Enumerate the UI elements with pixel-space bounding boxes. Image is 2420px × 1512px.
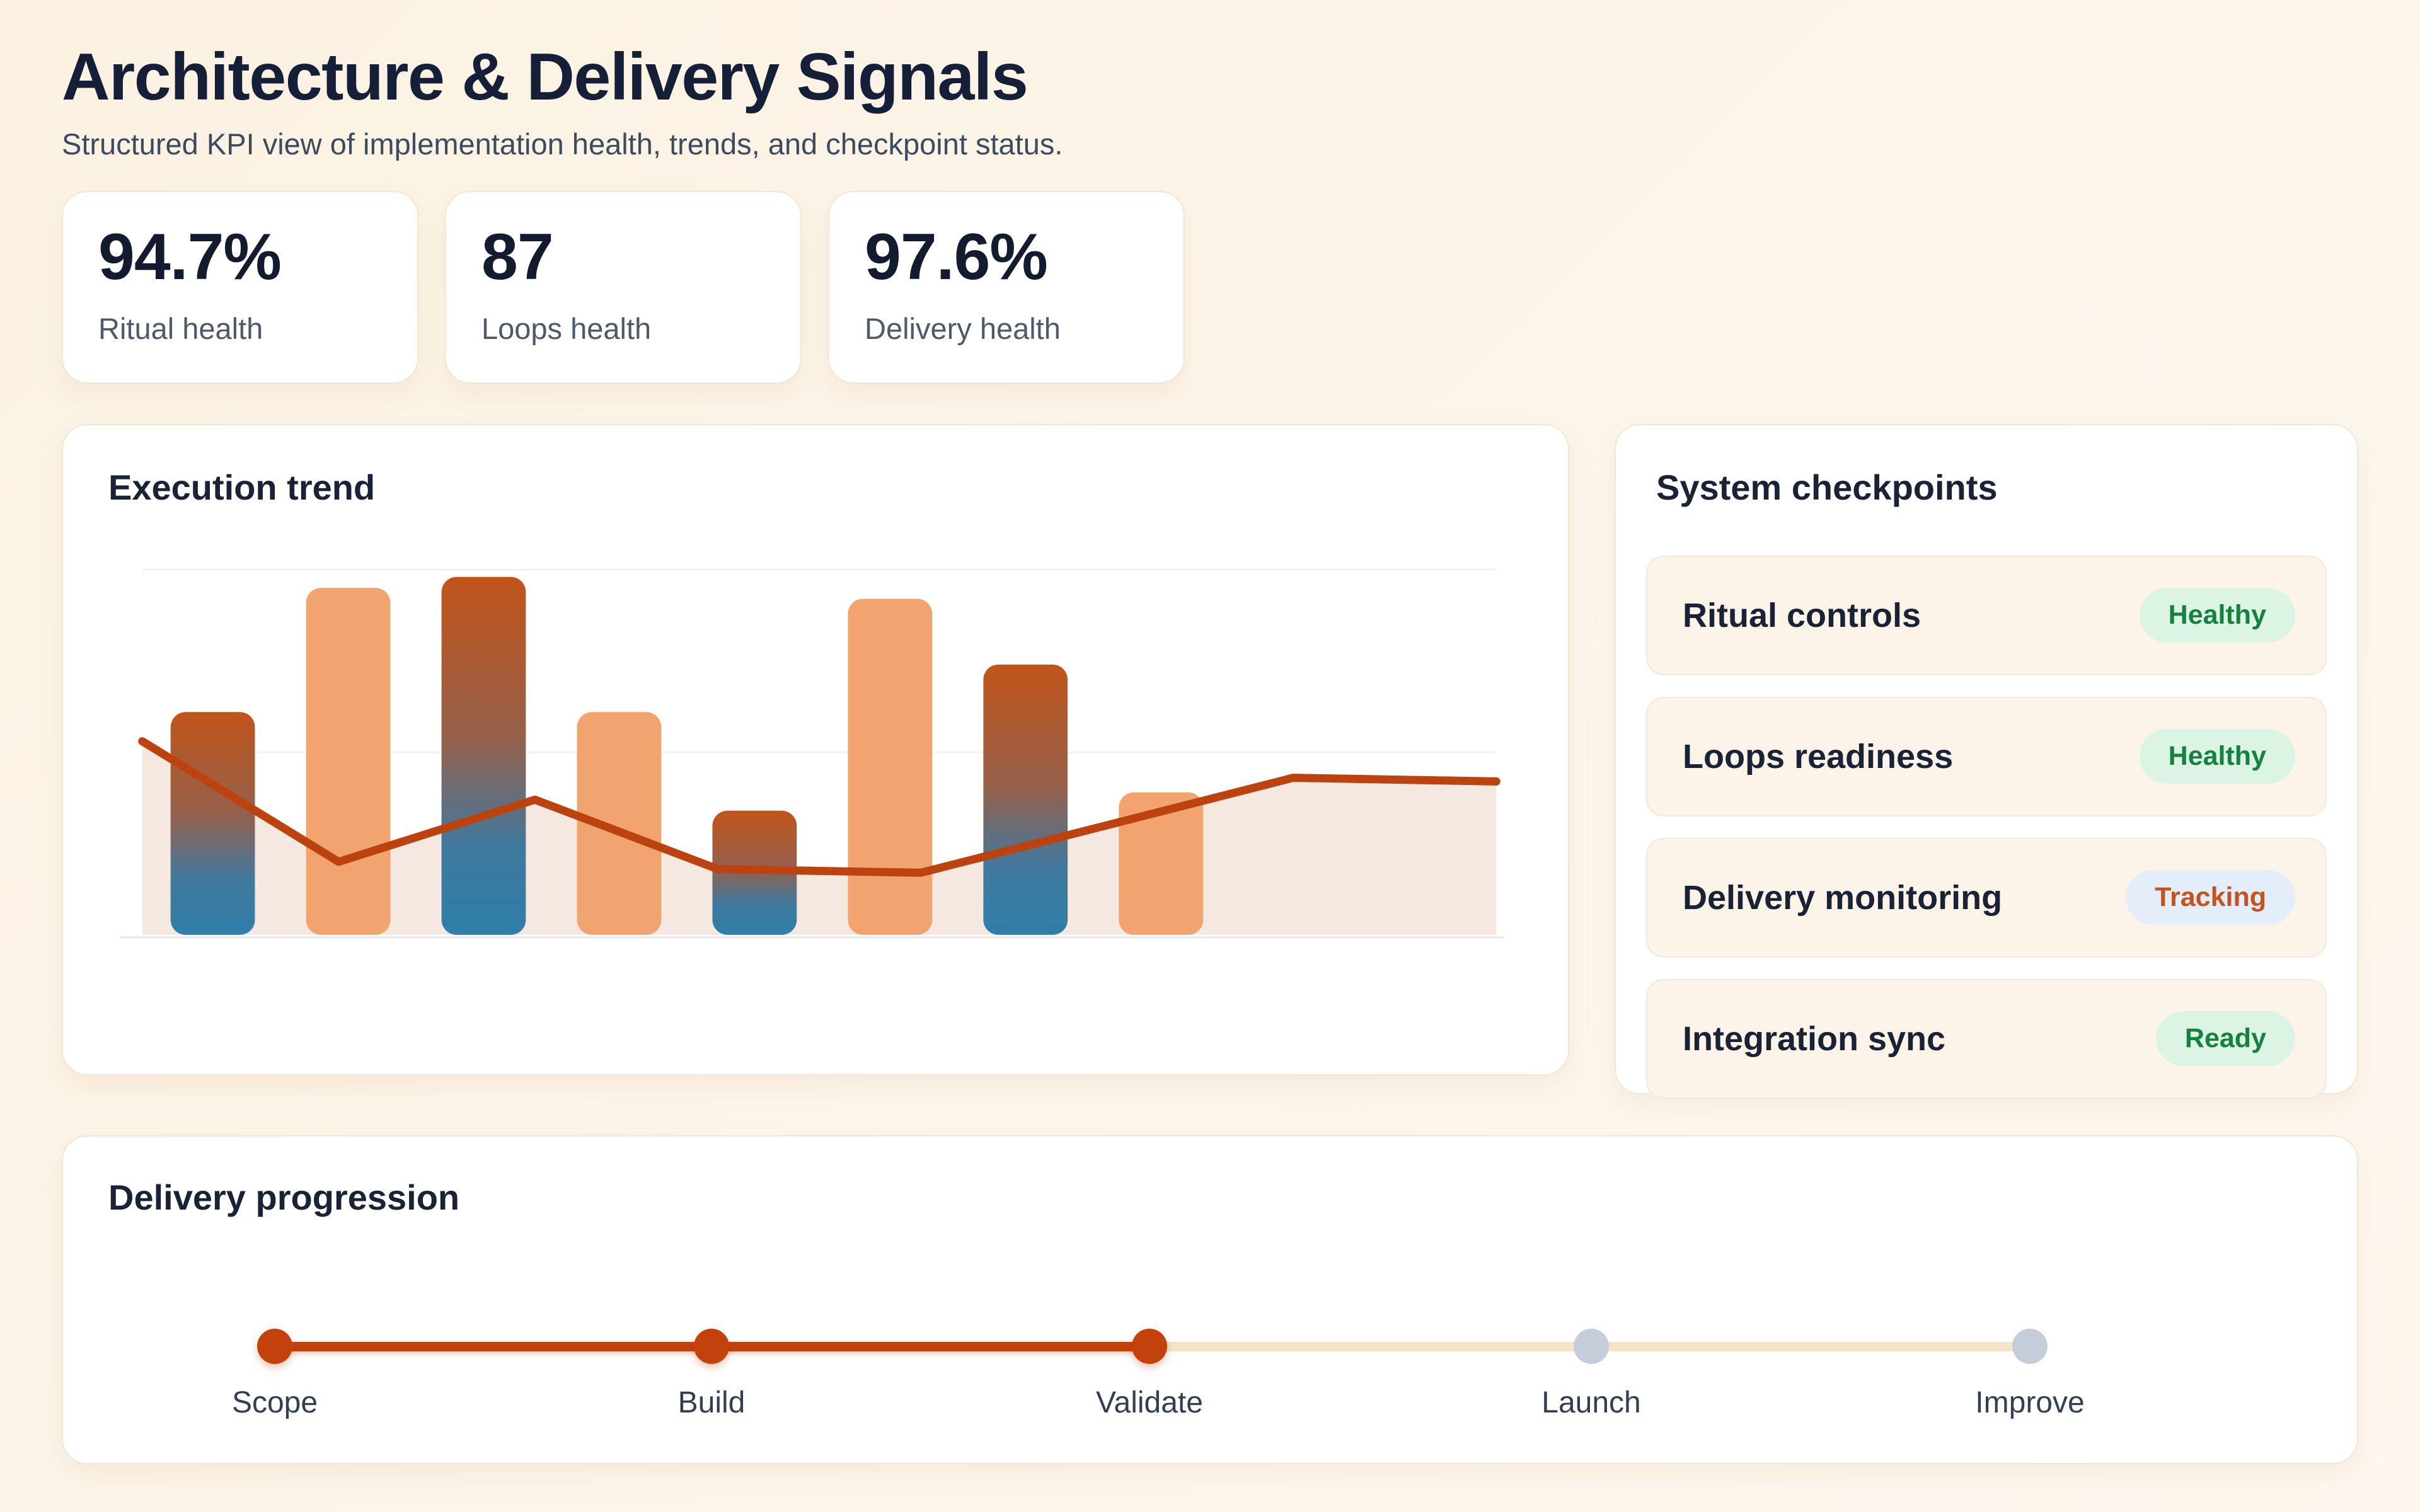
step-dot-icon bbox=[694, 1328, 729, 1364]
checkpoint-label: Delivery monitoring bbox=[1683, 878, 2003, 917]
step-label: Launch bbox=[1541, 1385, 1641, 1419]
step-validate: Validate bbox=[1055, 1328, 1244, 1420]
system-checkpoints-card: System checkpoints Ritual controls Healt… bbox=[1615, 423, 2358, 1099]
step-dot-icon bbox=[257, 1328, 292, 1364]
checkpoint-row-loops-readiness: Loops readiness Healthy bbox=[1646, 696, 2327, 816]
main-row: Execution trend System checkpoints Ritua… bbox=[62, 423, 2358, 1099]
checkpoint-row-ritual-controls: Ritual controls Healthy bbox=[1646, 555, 2327, 675]
kpi-value: 94.7% bbox=[98, 220, 282, 294]
step-scope: Scope bbox=[180, 1328, 369, 1420]
kpi-value: 97.6% bbox=[865, 220, 1048, 294]
page-title: Architecture & Delivery Signals bbox=[62, 40, 1028, 114]
execution-trend-title: Execution trend bbox=[108, 467, 376, 507]
step-label: Scope bbox=[231, 1385, 318, 1419]
page-subtitle: Structured KPI view of implementation he… bbox=[62, 127, 1063, 161]
execution-trend-card: Execution trend bbox=[62, 423, 1569, 1075]
checkpoint-row-integration-sync: Integration sync Ready bbox=[1646, 978, 2327, 1099]
checkpoint-list: Ritual controls Healthy Loops readiness … bbox=[1646, 555, 2327, 1099]
checkpoint-label: Ritual controls bbox=[1683, 596, 1922, 634]
status-badge: Ready bbox=[2155, 1011, 2295, 1067]
system-checkpoints-title: System checkpoints bbox=[1656, 467, 1998, 507]
step-label: Validate bbox=[1096, 1385, 1203, 1419]
status-badge: Healthy bbox=[2139, 729, 2295, 784]
step-label: Build bbox=[677, 1385, 746, 1419]
delivery-progression-title: Delivery progression bbox=[108, 1177, 460, 1217]
step-dot-icon bbox=[1132, 1328, 1167, 1364]
step-launch: Launch bbox=[1497, 1328, 1686, 1420]
kpi-label: Ritual health bbox=[98, 311, 263, 345]
kpi-card-loops-health: 87 Loops health bbox=[445, 190, 802, 384]
kpi-card-ritual-health: 94.7% Ritual health bbox=[62, 190, 418, 384]
step-dot-icon bbox=[1574, 1328, 1609, 1364]
kpi-card-delivery-health: 97.6% Delivery health bbox=[828, 190, 1185, 384]
stepper-connector bbox=[275, 1341, 712, 1351]
execution-trend-chart bbox=[119, 568, 1504, 939]
kpi-label: Delivery health bbox=[865, 311, 1061, 345]
stepper-connector bbox=[712, 1341, 1150, 1351]
kpi-row: 94.7% Ritual health 87 Loops health 97.6… bbox=[62, 190, 2358, 384]
status-badge: Tracking bbox=[2126, 870, 2295, 925]
kpi-label: Loops health bbox=[481, 311, 652, 345]
step-dot-icon bbox=[2012, 1328, 2048, 1364]
step-improve: Improve bbox=[1935, 1328, 2124, 1420]
delivery-progression-card: Delivery progression Scope Build Validat… bbox=[62, 1135, 2358, 1464]
checkpoint-label: Integration sync bbox=[1683, 1019, 1946, 1058]
stepper-connector bbox=[1150, 1341, 1591, 1351]
step-label: Improve bbox=[1975, 1385, 2085, 1419]
step-build: Build bbox=[617, 1328, 806, 1420]
checkpoint-label: Loops readiness bbox=[1683, 737, 1954, 776]
kpi-value: 87 bbox=[481, 220, 554, 294]
status-badge: Healthy bbox=[2139, 588, 2295, 643]
progression-stepper: Scope Build Validate Launch Improve bbox=[63, 1137, 2357, 1463]
stepper-connector bbox=[1591, 1341, 2030, 1351]
checkpoint-row-delivery-monitoring: Delivery monitoring Tracking bbox=[1646, 837, 2327, 958]
